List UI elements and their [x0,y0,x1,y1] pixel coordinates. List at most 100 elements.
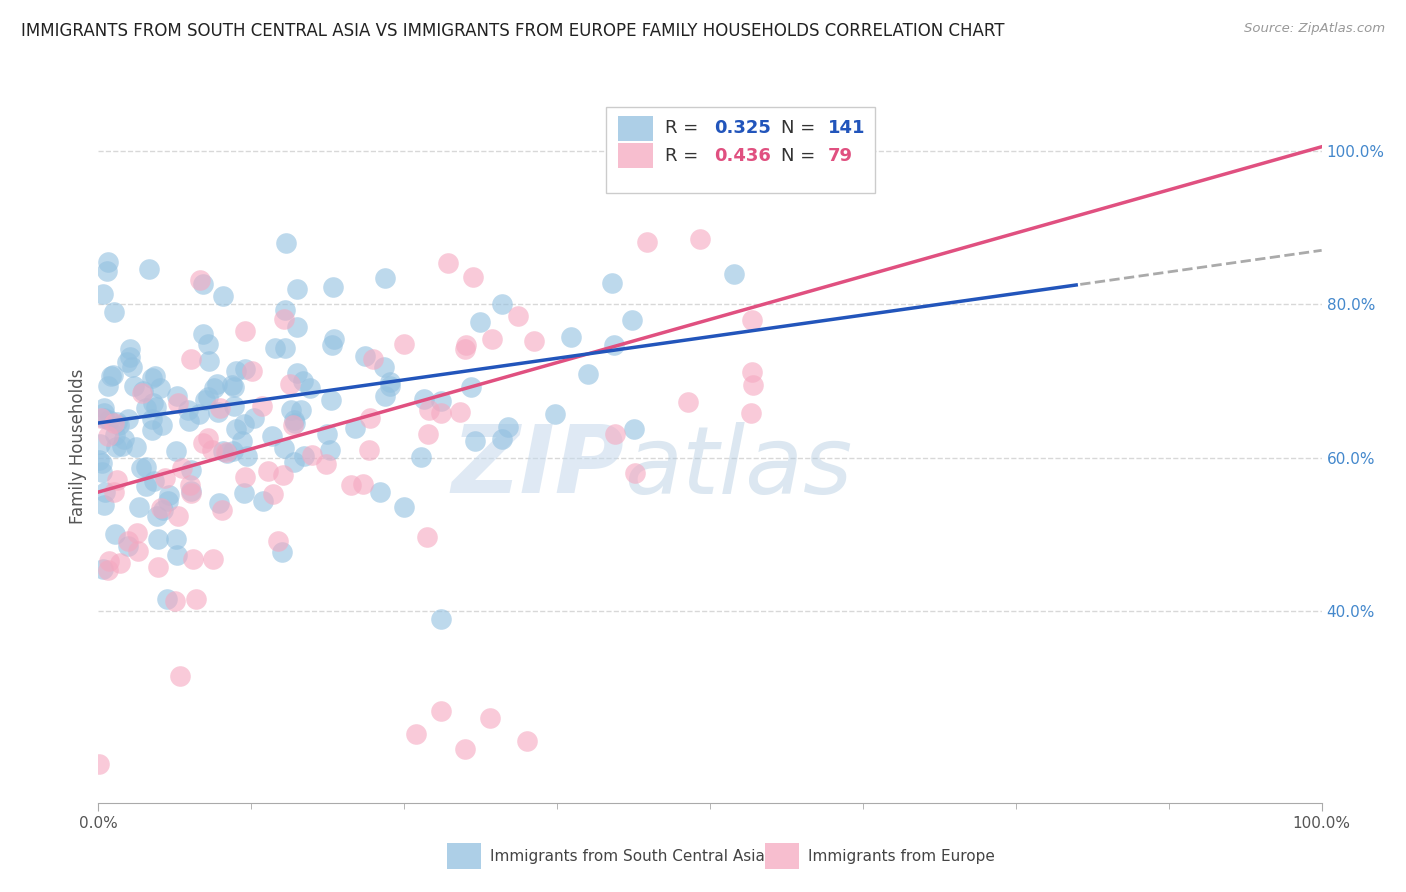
Point [430,406,453,420]
Point [91,562,114,576]
Point [91,465,114,479]
Point [454,342,477,356]
Point [676,394,699,409]
Point [180,351,202,366]
Point [430,704,453,718]
Point [105,415,128,429]
Text: 79: 79 [828,146,852,164]
Point [496,419,519,434]
Point [523,334,546,348]
Point [560,329,582,343]
Point [150,418,173,433]
Point [121,360,143,375]
Point [274,236,297,251]
Point [281,417,304,432]
Point [224,380,246,394]
Point [603,426,626,441]
Point [242,410,264,425]
Point [156,591,179,606]
Point [361,352,384,367]
Point [117,533,139,548]
Point [145,400,167,414]
Point [108,556,131,570]
Point [143,474,166,488]
Point [416,530,439,544]
Point [152,502,174,516]
Point [148,532,170,546]
Point [135,401,157,416]
Point [117,412,139,426]
Point [114,432,136,446]
Point [689,232,711,246]
Point [143,369,166,384]
Point [188,407,211,421]
Text: N =: N = [780,120,821,137]
Point [481,331,503,345]
Point [380,379,402,393]
Point [128,500,150,515]
Point [454,338,477,352]
Point [194,392,217,407]
Point [197,337,219,351]
Point [252,493,274,508]
Text: R =: R = [665,120,704,137]
Point [235,362,257,376]
Point [120,342,142,356]
Text: 0.436: 0.436 [714,146,770,164]
Point [267,533,290,548]
Point [233,324,256,338]
Point [315,457,337,471]
Point [285,320,308,334]
Point [491,432,513,446]
FancyBboxPatch shape [619,116,652,141]
Point [165,594,187,608]
Point [135,479,157,493]
Text: 141: 141 [828,120,865,137]
Point [741,313,763,327]
Point [191,327,214,342]
Point [437,256,460,270]
Point [104,527,127,541]
Point [298,381,321,395]
Point [290,402,312,417]
Point [211,503,233,517]
Point [141,371,163,385]
Point [264,341,287,355]
Point [142,396,165,410]
Point [186,592,208,607]
Point [478,711,501,725]
Point [103,417,125,431]
Point [741,365,763,379]
Point [87,453,110,467]
Point [222,444,245,458]
Point [280,403,302,417]
Point [104,428,127,442]
Point [97,429,120,443]
Point [93,411,115,425]
Point [157,488,180,502]
Text: 0.325: 0.325 [714,120,770,137]
Point [91,287,114,301]
Point [620,313,643,327]
Point [508,309,530,323]
Point [89,437,111,451]
FancyBboxPatch shape [447,844,481,869]
Point [208,495,231,509]
Point [359,411,381,425]
Point [138,261,160,276]
Point [392,500,415,514]
Point [87,757,110,772]
Point [740,406,762,420]
Point [205,376,228,391]
Point [291,375,314,389]
Point [215,446,238,460]
Point [141,423,163,437]
Point [91,457,114,471]
Text: Source: ZipAtlas.com: Source: ZipAtlas.com [1244,22,1385,36]
Point [316,427,339,442]
Point [374,271,396,285]
Point [127,526,149,541]
Point [170,461,193,475]
Point [135,459,157,474]
Point [274,302,297,317]
